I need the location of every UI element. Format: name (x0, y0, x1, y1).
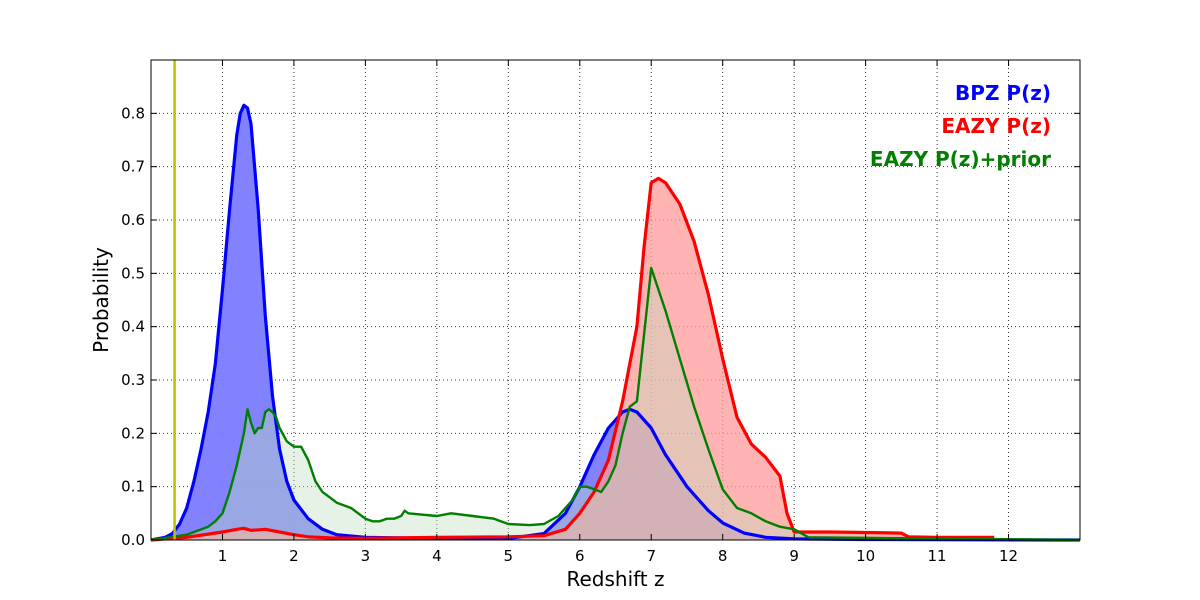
x-tick-label: 2 (289, 547, 299, 565)
x-tick-label: 4 (432, 547, 442, 565)
series-line-bpz-p-z (150, 103, 1081, 542)
y-tick-label: 0.4 (121, 318, 145, 336)
y-tick-label: 0.3 (121, 371, 145, 389)
legend-entry-bpz-p-z: BPZ P(z) (955, 81, 1051, 105)
x-tick-label: 10 (856, 547, 875, 565)
y-tick-label: 0.7 (121, 158, 145, 176)
x-tick-label: 3 (361, 547, 371, 565)
x-tick-label: 7 (646, 547, 656, 565)
x-tick-label: 11 (928, 547, 947, 565)
y-axis-title: Probability (89, 247, 113, 353)
x-tick-label: 1 (218, 547, 228, 565)
x-tick-label: 6 (575, 547, 585, 565)
series-area-eazy-p-z-prior (151, 268, 1080, 540)
y-tick-label: 0.5 (121, 264, 145, 282)
y-tick-label: 0.2 (121, 424, 145, 442)
series-line-eazy-p-z-prior (150, 266, 1081, 542)
legend-entry-eazy-p-z-prior: EAZY P(z)+prior (870, 147, 1051, 171)
plot-frame (150, 59, 1081, 541)
legend-entry-eazy-p-z: EAZY P(z) (941, 114, 1051, 138)
y-tick-label: 0.0 (121, 531, 145, 549)
series-line-eazy-p-z (150, 176, 995, 542)
x-axis-title: Redshift z (566, 567, 664, 591)
y-tick-label: 0.6 (121, 211, 145, 229)
y-tick-label: 0.1 (121, 478, 145, 496)
x-tick-label: 5 (504, 547, 514, 565)
x-tick-label: 9 (789, 547, 799, 565)
x-tick-label: 12 (999, 547, 1018, 565)
y-tick-label: 0.8 (121, 104, 145, 122)
x-tick-label: 8 (718, 547, 728, 565)
